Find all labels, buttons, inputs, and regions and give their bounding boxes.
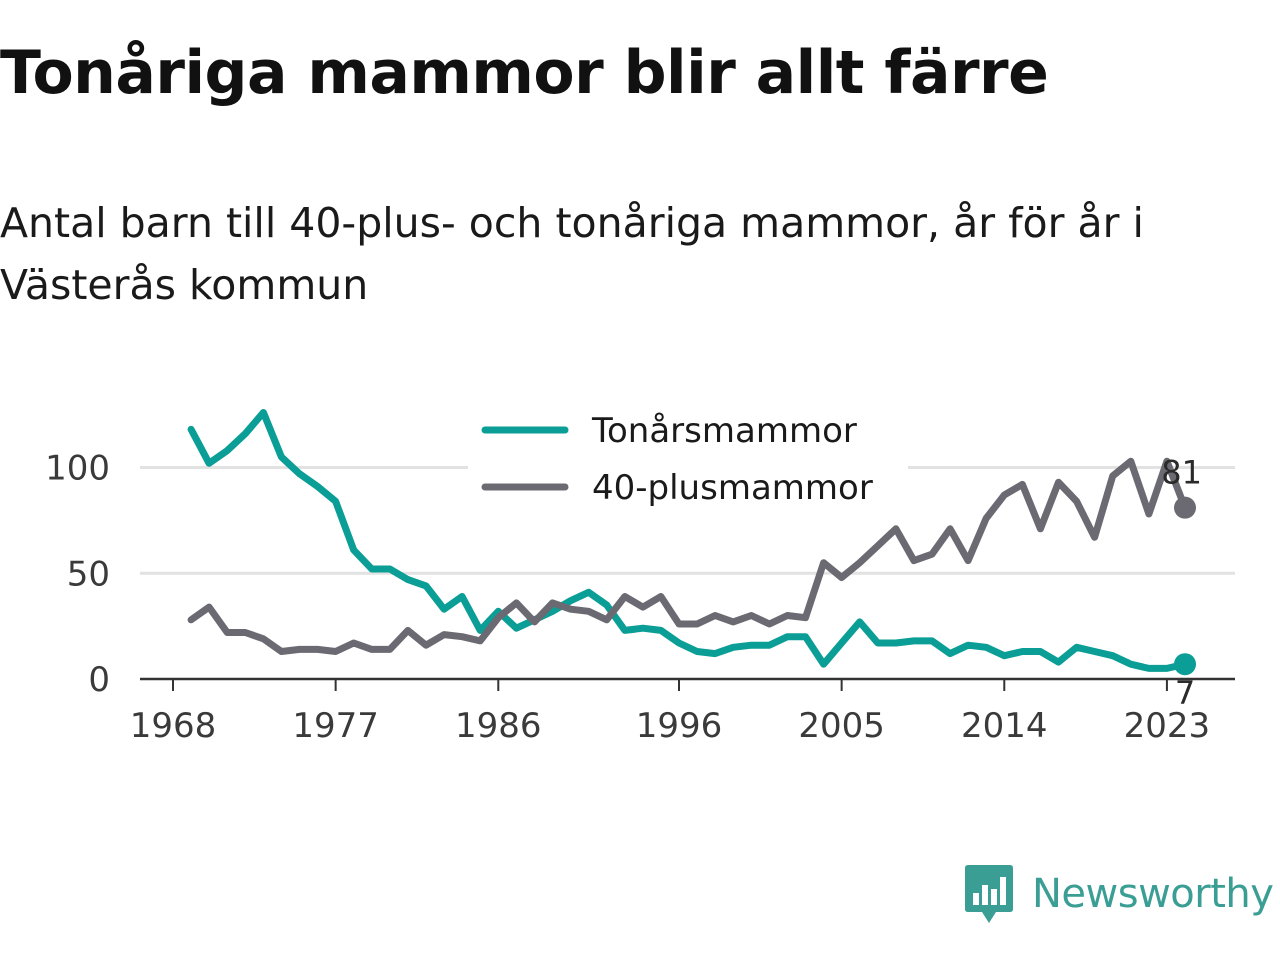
legend-label: Tonårsmammor bbox=[591, 411, 857, 451]
x-tick-label: 1968 bbox=[130, 706, 217, 746]
legend-background bbox=[468, 404, 908, 516]
x-tick-label: 2023 bbox=[1124, 706, 1211, 746]
y-tick-label: 0 bbox=[88, 660, 110, 700]
newsworthy-bar-chart-icon bbox=[965, 865, 1013, 923]
series-end-dot bbox=[1174, 496, 1196, 519]
x-tick-label: 1996 bbox=[636, 706, 723, 746]
chart-subtitle: Antal barn till 40-plus- och tonåriga ma… bbox=[0, 199, 1144, 309]
series-end-label: 7 bbox=[1175, 674, 1195, 712]
legend-label: 40-plusmammor bbox=[592, 468, 873, 508]
x-tick-label: 1977 bbox=[292, 706, 379, 746]
newsworthy-logo[interactable]: Newsworthy bbox=[964, 862, 1274, 926]
x-tick-label: 2014 bbox=[961, 706, 1048, 746]
series-lines: 7 81 bbox=[187, 409, 1202, 712]
series-end-label: 81 bbox=[1161, 454, 1202, 492]
series-line-40-plusmammor bbox=[187, 457, 1189, 655]
x-tick-label: 2005 bbox=[798, 706, 885, 746]
axes: 0 50 100 1968 1977 1986 1996 2005 2014 2023 bbox=[45, 449, 1235, 746]
y-tick-label: 100 bbox=[45, 449, 110, 489]
series-end-dot bbox=[1174, 653, 1196, 676]
x-tick-label: 1986 bbox=[455, 706, 542, 746]
legend: Tonårsmammor 40-plusmammor bbox=[468, 404, 908, 516]
logo-text: Newsworthy bbox=[1032, 871, 1274, 917]
series-line-tonarsmammor bbox=[187, 409, 1189, 672]
y-tick-label: 50 bbox=[67, 554, 110, 594]
chart-title: Tonåriga mammor blir allt färre bbox=[0, 38, 1049, 108]
